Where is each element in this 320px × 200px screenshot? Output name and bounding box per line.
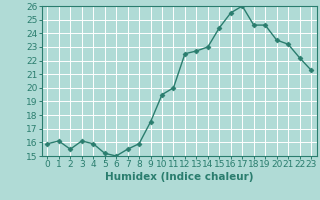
- X-axis label: Humidex (Indice chaleur): Humidex (Indice chaleur): [105, 172, 253, 182]
